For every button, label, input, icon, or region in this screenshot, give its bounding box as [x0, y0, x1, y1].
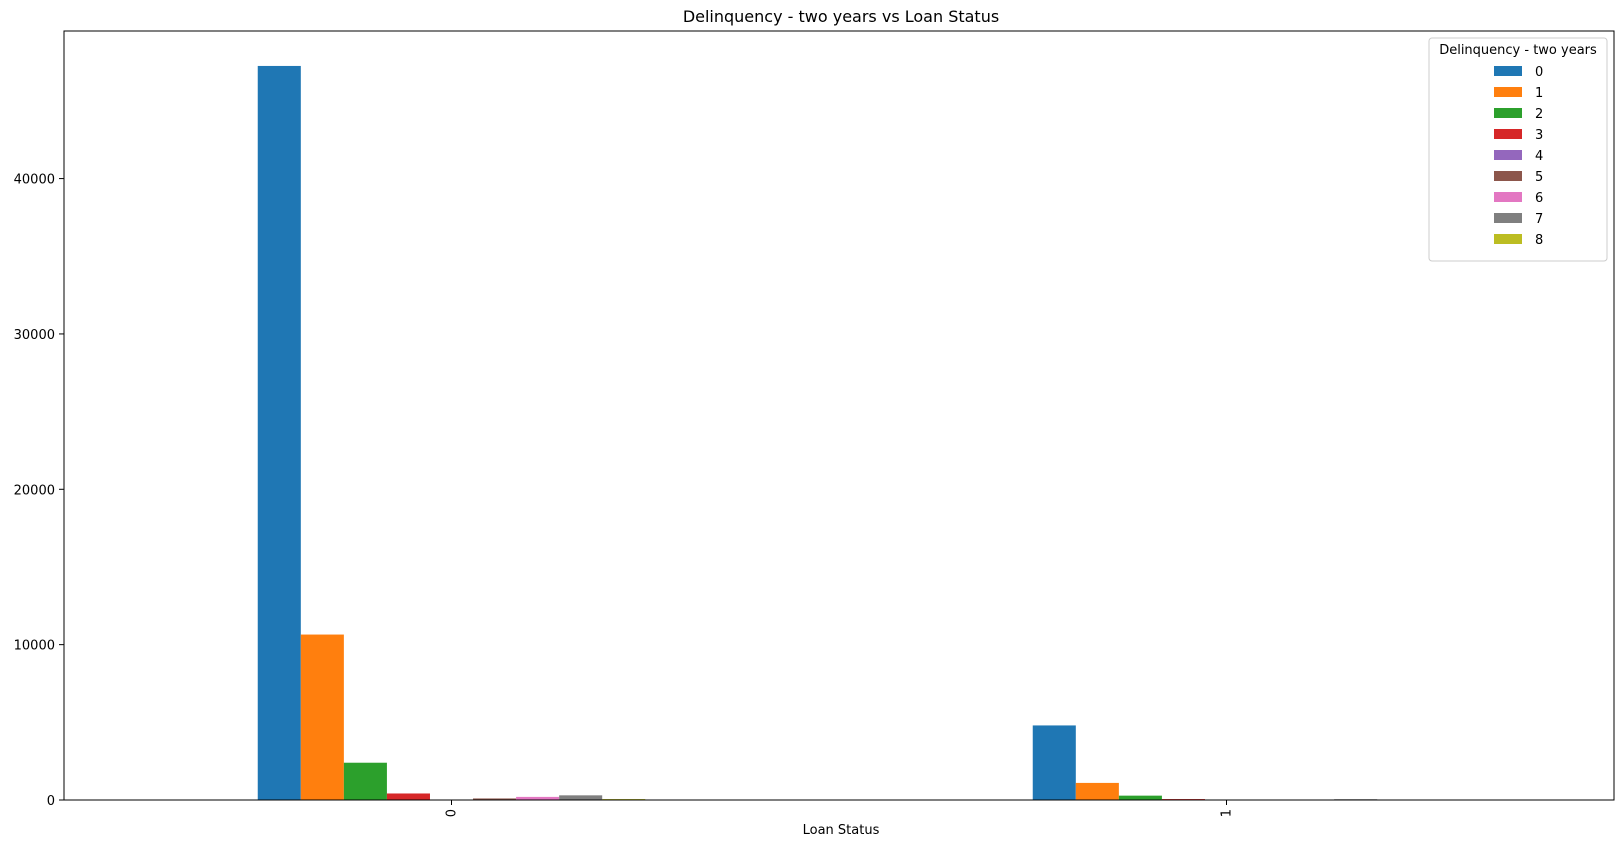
legend-swatch — [1494, 108, 1522, 118]
bars-layer — [258, 66, 1421, 800]
y-tick-label: 0 — [47, 794, 55, 809]
legend-swatch — [1494, 150, 1522, 160]
y-tick-label: 30000 — [14, 328, 55, 343]
legend-label: 4 — [1535, 149, 1543, 164]
legend-swatch — [1494, 171, 1522, 181]
legend-swatch — [1494, 87, 1522, 97]
legend-swatch — [1494, 213, 1522, 223]
bar-status-0-delinquency-3 — [387, 793, 430, 800]
bar-status-0-delinquency-0 — [258, 66, 301, 800]
legend-label: 3 — [1535, 128, 1543, 143]
legend-swatch — [1494, 234, 1522, 244]
y-tick-label: 40000 — [14, 173, 55, 188]
legend-label: 5 — [1535, 170, 1543, 185]
y-axis: 0 10000 20000 30000 40000 — [14, 173, 64, 809]
legend: Delinquency - two years 0 1 2 3 4 5 6 7 8 — [1429, 38, 1607, 261]
legend-title: Delinquency - two years — [1439, 43, 1597, 58]
legend-swatch — [1494, 66, 1522, 76]
bar-status-0-delinquency-1 — [301, 635, 344, 800]
legend-swatch — [1494, 129, 1522, 139]
x-axis-label: Loan Status — [803, 823, 880, 838]
bar-status-1-delinquency-2 — [1119, 796, 1162, 800]
legend-swatch — [1494, 192, 1522, 202]
bar-status-0-delinquency-2 — [344, 763, 387, 800]
chart-title: Delinquency - two years vs Loan Status — [683, 7, 999, 26]
legend-label: 2 — [1535, 107, 1543, 122]
legend-label: 8 — [1535, 233, 1543, 248]
x-tick-label: 0 — [445, 809, 460, 817]
bar-status-1-delinquency-1 — [1076, 783, 1119, 800]
legend-label: 6 — [1535, 191, 1543, 206]
legend-label: 7 — [1535, 212, 1543, 227]
x-tick-label: 1 — [1220, 809, 1235, 817]
y-tick-label: 20000 — [14, 483, 55, 498]
legend-label: 1 — [1535, 86, 1543, 101]
legend-label: 0 — [1535, 65, 1543, 80]
bar-status-1-delinquency-0 — [1033, 725, 1076, 800]
y-tick-label: 10000 — [14, 639, 55, 654]
bar-status-0-delinquency-7 — [559, 795, 602, 800]
